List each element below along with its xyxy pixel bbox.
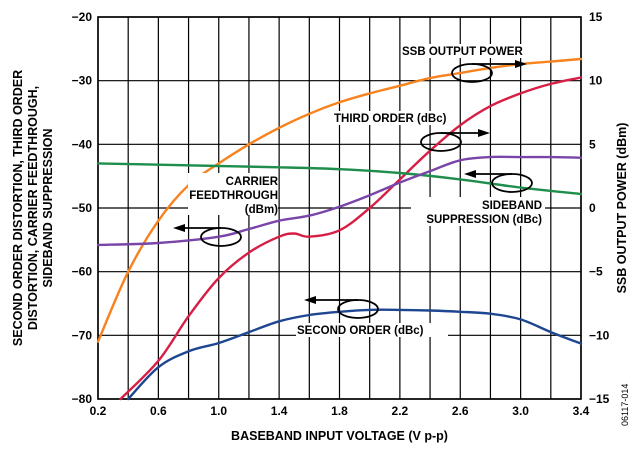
y-right-tick-labels: 15 10 5 0 −5 −10 −15 (589, 10, 610, 406)
y-left-tick-label: −20 (72, 10, 93, 24)
y-right-tick-label: 10 (589, 74, 603, 88)
sideband-label-backing (411, 197, 545, 226)
y-right-tick-label: −5 (589, 265, 603, 279)
sideband-label-line2: SUPPRESSION (dBc) (426, 214, 542, 226)
third-order-line (119, 76, 583, 401)
third-label-backing (333, 111, 457, 125)
plot-frame (97, 16, 582, 400)
y-right-tick-label: 5 (589, 137, 596, 151)
carrier-label-line3: (dBm) (245, 204, 278, 216)
y-left-title-line3: SIDEBAND SUPPRESSION (41, 128, 55, 287)
y-right-tick-label: −15 (589, 392, 610, 406)
x-tick-label: 1.4 (271, 404, 288, 418)
x-tick-labels: 0.2 0.6 1.0 1.4 1.8 2.2 2.6 3.0 3.4 (90, 404, 590, 418)
x-tick-label: 0.6 (150, 404, 167, 418)
ssb-arrowhead (515, 60, 527, 68)
annotations: SSB OUTPUT POWER THIRD ORDER (dBc) CARRI… (173, 44, 545, 337)
ssb-label-backing (401, 44, 543, 58)
x-tick-label: 0.2 (90, 404, 107, 418)
y-left-title-line2: DISTORTION, CARRIER FEEDTHROUGH, (26, 86, 40, 330)
x-axis-title: BASEBAND INPUT VOLTAGE (V p-p) (231, 429, 448, 443)
sideband-arrowhead (464, 170, 476, 178)
x-tick-label: 1.8 (331, 404, 348, 418)
second-label: SECOND ORDER (dBc) (297, 325, 424, 337)
x-tick-label: 2.6 (452, 404, 469, 418)
ssb-label: SSB OUTPUT POWER (402, 46, 523, 58)
carrier-label-backing (188, 173, 278, 215)
y-right-tick-label: 0 (589, 201, 596, 215)
y-left-tick-label: −40 (72, 137, 93, 151)
carrier-label-line2: FEEDTHROUGH (189, 190, 278, 202)
second-order-line (126, 308, 583, 401)
figure-id: 06117-014 (620, 384, 630, 426)
y-left-tick-label: −50 (72, 201, 93, 215)
series (96, 57, 583, 401)
x-tick-label: 2.2 (392, 404, 409, 418)
second-arrowhead (304, 296, 316, 304)
y-left-tick-label: −30 (72, 74, 93, 88)
y-left-tick-label: −60 (72, 265, 93, 279)
x-tick-label: 1.0 (210, 404, 227, 418)
y-right-title: SSB OUTPUT POWER (dBm) (615, 123, 629, 294)
y-right-tick-label: 15 (589, 10, 603, 24)
sideband-suppression-line (96, 155, 583, 247)
x-tick-label: 3.4 (573, 404, 590, 418)
sideband-callout-ellipse (491, 173, 533, 193)
carrier-label-line1: CARRIER (226, 176, 279, 188)
y-left-tick-label: −80 (72, 392, 93, 406)
second-label-backing (296, 323, 448, 337)
carrier-arrowhead (173, 224, 185, 232)
sideband-label-line1: SIDEBAND (482, 200, 542, 212)
third-arrowhead (478, 129, 490, 137)
ssb-output-power-line (96, 57, 583, 343)
third-label: THIRD ORDER (dBc) (334, 113, 447, 125)
x-tick-label: 3.0 (512, 404, 529, 418)
carrier-feedthrough-line (96, 162, 583, 196)
y-left-tick-label: −70 (72, 328, 93, 342)
y-left-tick-labels: −20 −30 −40 −50 −60 −70 −80 (72, 10, 93, 406)
y-left-title-line1: SECOND ORDER DISTORTION, THIRD ORDER (11, 70, 25, 346)
y-right-tick-label: −10 (589, 328, 610, 342)
